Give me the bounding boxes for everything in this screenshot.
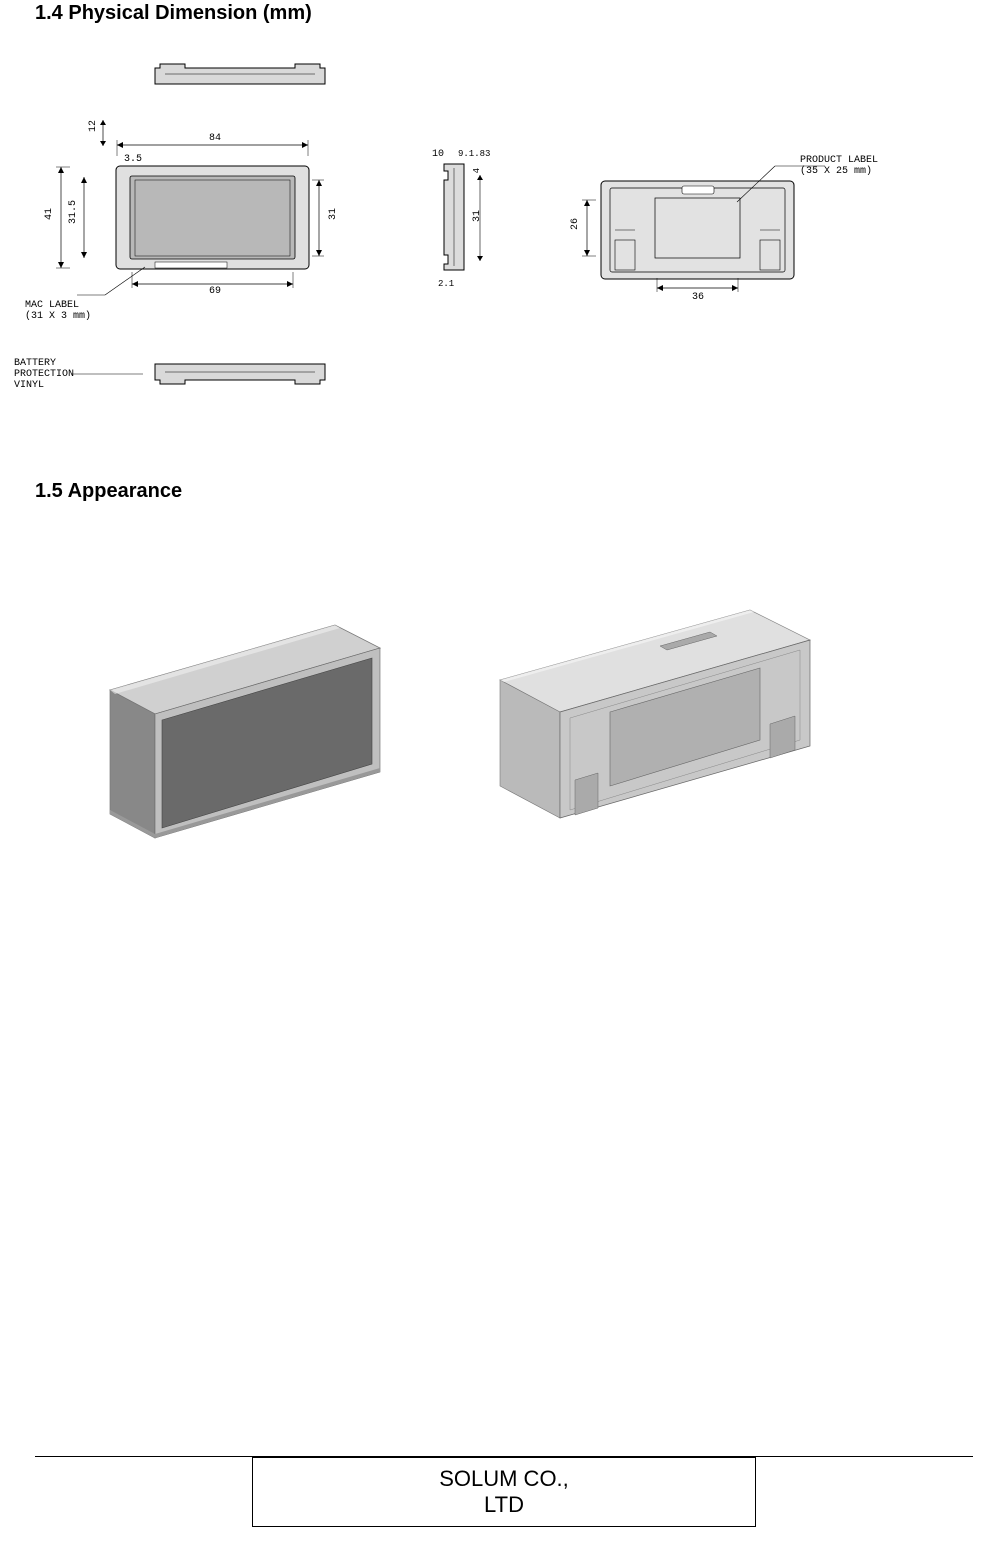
dim-31: 31 xyxy=(328,208,339,220)
dim-side-10: 10 xyxy=(432,149,444,160)
side-dim-leader xyxy=(474,173,486,263)
iso-back-render xyxy=(460,590,840,850)
dim-3-5: 3.5 xyxy=(124,154,142,165)
appearance-renders xyxy=(90,620,910,920)
physical-dimension-drawings: 12 84 3.5 69 41 3 xyxy=(0,60,900,420)
dim-69: 69 xyxy=(200,286,230,297)
dim-leader xyxy=(98,118,108,148)
iso-front-render xyxy=(90,620,400,840)
battery-leader xyxy=(70,368,145,388)
dim-31-leader xyxy=(310,178,330,258)
top-profile-view xyxy=(140,60,340,88)
mac-label-callout: MAC LABEL (31 X 3 mm) xyxy=(25,300,91,322)
dim-31-5: 31.5 xyxy=(68,200,79,224)
footer-company-box: SOLUM CO., LTD xyxy=(252,1457,756,1527)
product-label-callout: PRODUCT LABEL (35 X 25 mm) xyxy=(800,155,878,177)
dim-side-2-1: 2.1 xyxy=(438,279,454,289)
footer-company-text: SOLUM CO., LTD xyxy=(439,1466,569,1517)
side-view xyxy=(440,160,468,275)
dim-84: 84 xyxy=(200,133,230,144)
front-view xyxy=(115,165,310,270)
section-heading-1-4: 1.4 Physical Dimension (mm) xyxy=(35,2,312,25)
dim-41: 41 xyxy=(44,208,55,220)
dim-26: 26 xyxy=(570,218,581,230)
dim-side-9: 9.1.83 xyxy=(458,149,490,159)
bottom-profile-view xyxy=(140,360,340,388)
battery-label-callout: BATTERY PROTECTION VINYL xyxy=(14,358,74,391)
dim-36: 36 xyxy=(688,292,708,303)
section-heading-1-5: 1.5 Appearance xyxy=(35,480,182,503)
